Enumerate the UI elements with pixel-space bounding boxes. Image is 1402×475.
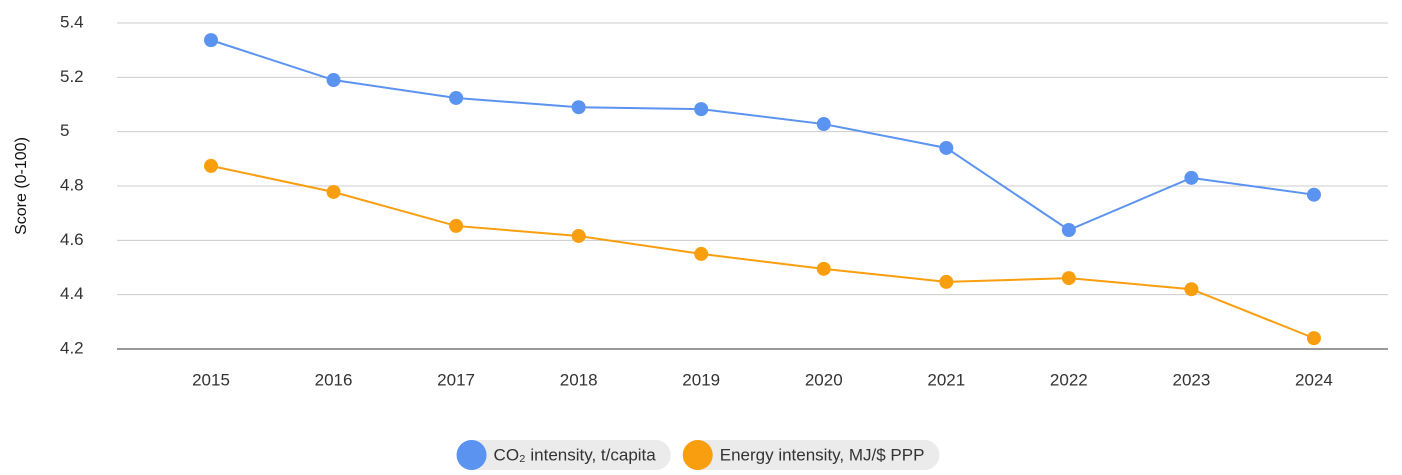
legend-label: CO₂ intensity, t/capita xyxy=(494,445,657,464)
x-tick-label: 2024 xyxy=(1295,370,1333,389)
y-tick-label: 4.8 xyxy=(60,175,84,194)
x-tick-label: 2022 xyxy=(1050,370,1088,389)
x-tick-label: 2020 xyxy=(805,370,843,389)
data-point xyxy=(939,274,954,289)
x-tick-label: 2021 xyxy=(927,370,965,389)
data-point xyxy=(204,33,218,48)
data-point xyxy=(939,140,954,155)
data-point xyxy=(204,158,218,173)
legend: CO₂ intensity, t/capita Energy intensity,… xyxy=(456,440,940,470)
data-point xyxy=(449,90,464,105)
data-point xyxy=(694,102,709,117)
data-point xyxy=(1306,187,1321,202)
legend-marker xyxy=(682,440,713,470)
data-point xyxy=(694,246,709,261)
legend-background xyxy=(456,440,671,470)
y-axis-label: Score (0-100) xyxy=(13,137,30,235)
data-point xyxy=(1184,282,1199,297)
y-tick-label: 5 xyxy=(60,121,69,140)
data-point xyxy=(449,218,464,233)
legend-item: CO₂ intensity, t/capita xyxy=(456,440,671,470)
data-point xyxy=(326,73,341,88)
y-tick-label: 4.4 xyxy=(60,284,84,303)
legend-label: Energy intensity, MJ/$ PPP xyxy=(720,445,925,464)
data-point xyxy=(1306,331,1321,346)
data-point xyxy=(1061,223,1076,238)
x-tick-label: 2016 xyxy=(315,370,353,389)
data-point xyxy=(571,228,586,243)
series-line xyxy=(210,164,1315,340)
data-point xyxy=(816,261,831,276)
y-tick-label: 5.4 xyxy=(60,12,84,31)
y-tick-label: 4.6 xyxy=(60,230,84,249)
x-tick-label: 2023 xyxy=(1172,370,1210,389)
y-tick-label: 5.2 xyxy=(60,67,84,86)
x-tick-label: 2019 xyxy=(682,370,720,389)
x-tick-label: 2017 xyxy=(437,370,475,389)
data-point xyxy=(816,117,831,132)
data-point xyxy=(1061,271,1076,286)
legend-item: Energy intensity, MJ/$ PPP xyxy=(682,440,940,470)
data-point xyxy=(571,100,586,115)
legend-marker xyxy=(456,440,487,470)
y-tick-label: 4.2 xyxy=(60,338,84,357)
series-line xyxy=(210,39,1315,232)
data-point xyxy=(1184,170,1199,185)
x-tick-label: 2018 xyxy=(560,370,598,389)
data-point xyxy=(326,184,341,199)
x-tick-label: 2015 xyxy=(192,370,230,389)
legend-background xyxy=(682,440,940,470)
